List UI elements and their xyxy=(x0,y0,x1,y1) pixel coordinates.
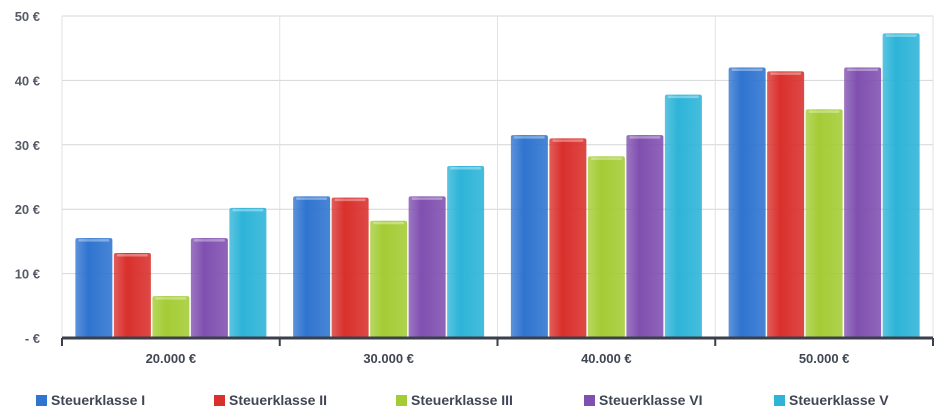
bar-highlight xyxy=(552,139,584,142)
legend-label: Steuerklasse V xyxy=(789,392,889,408)
bar xyxy=(664,94,702,339)
bar-highlight xyxy=(155,297,187,300)
legend: Steuerklasse I Steuerklasse II Steuerklass… xyxy=(36,392,889,408)
bar-highlight xyxy=(411,197,443,200)
bar-highlight xyxy=(808,110,840,113)
legend-swatch xyxy=(584,395,595,406)
legend-item: Steuerklasse I xyxy=(36,392,145,408)
legend-swatch xyxy=(396,395,407,406)
y-tick-label: 10 € xyxy=(15,267,40,282)
legend-label: Steuerklasse II xyxy=(229,392,327,408)
bar-highlight xyxy=(232,208,264,212)
bar-highlight xyxy=(667,95,699,99)
bar xyxy=(767,71,805,338)
bars xyxy=(75,33,920,339)
x-axis-ticks: 20.000 € 30.000 € 40.000 € 50.000 € xyxy=(146,351,850,366)
y-tick-label: - € xyxy=(25,331,40,346)
legend-swatch xyxy=(36,395,47,406)
bar xyxy=(152,296,190,338)
bar-highlight xyxy=(296,197,328,200)
legend-item: Steuerklasse VI xyxy=(584,392,703,408)
bar xyxy=(447,166,485,338)
bar-highlight xyxy=(590,157,622,160)
legend-label: Steuerklasse I xyxy=(51,392,145,408)
bar-highlight xyxy=(193,239,225,242)
bar-highlight xyxy=(334,198,366,202)
bar-highlight xyxy=(78,239,110,242)
y-tick-label: 20 € xyxy=(15,202,40,217)
legend-swatch xyxy=(214,395,225,406)
bar-highlight xyxy=(373,221,405,225)
bar-highlight xyxy=(513,136,545,139)
bar xyxy=(190,238,228,338)
bar xyxy=(408,196,446,338)
bar xyxy=(293,196,331,338)
legend-label: Steuerklasse VI xyxy=(599,392,703,408)
legend-item: Steuerklasse III xyxy=(396,392,513,408)
bar xyxy=(844,67,882,339)
y-tick-label: 30 € xyxy=(15,138,40,153)
bar-highlight xyxy=(629,136,661,139)
legend-label: Steuerklasse III xyxy=(411,392,513,408)
bar xyxy=(549,138,587,338)
legend-item: Steuerklasse II xyxy=(214,392,327,408)
bar xyxy=(626,135,664,338)
bar xyxy=(113,252,151,338)
legend-swatch xyxy=(774,395,785,406)
bar-highlight xyxy=(731,68,763,72)
x-tick-label: 30.000 € xyxy=(363,351,414,366)
bar xyxy=(882,33,920,338)
x-tick-label: 40.000 € xyxy=(581,351,632,366)
y-tick-label: 40 € xyxy=(15,73,40,88)
bar xyxy=(229,207,267,338)
legend-item: Steuerklasse V xyxy=(774,392,889,408)
bar-highlight xyxy=(770,72,802,75)
bar xyxy=(728,67,766,339)
bar xyxy=(331,197,369,338)
bar-highlight xyxy=(885,34,917,37)
bar xyxy=(510,135,548,338)
bar xyxy=(370,220,408,338)
y-axis-ticks: - € 10 € 20 € 30 € 40 € 50 € xyxy=(15,9,40,346)
bar-highlight xyxy=(450,167,482,170)
bar-highlight xyxy=(847,68,879,72)
x-tick-label: 50.000 € xyxy=(799,351,850,366)
x-tick-label: 20.000 € xyxy=(146,351,197,366)
bar xyxy=(805,109,843,338)
bar-highlight xyxy=(116,253,148,257)
x-axis xyxy=(61,336,934,346)
y-tick-label: 50 € xyxy=(15,9,40,24)
bar xyxy=(75,238,113,338)
bar xyxy=(587,156,625,338)
